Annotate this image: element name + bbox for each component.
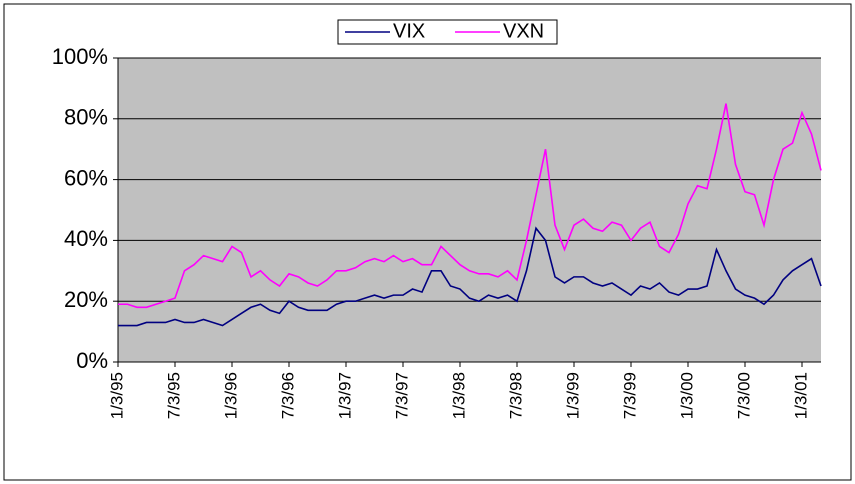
x-tick-label: 1/3/95 xyxy=(107,372,126,419)
y-tick-label: 40% xyxy=(64,226,108,251)
series-line xyxy=(118,103,822,309)
x-tick-label: 7/3/98 xyxy=(506,372,525,419)
y-tick-label: 0% xyxy=(76,348,108,373)
y-tick-label: 80% xyxy=(64,105,108,130)
x-tick-label: 7/3/97 xyxy=(392,372,411,419)
x-tick-label: 7/3/95 xyxy=(164,372,183,419)
x-tick-label: 7/3/99 xyxy=(620,372,639,419)
x-tick-label: 1/3/00 xyxy=(677,372,696,419)
legend: VIX VXN xyxy=(337,19,558,45)
x-tick-label: 1/3/99 xyxy=(563,372,582,419)
plot-area xyxy=(118,58,821,362)
x-tick-label: 7/3/96 xyxy=(278,372,297,419)
x-tick-label: 1/3/01 xyxy=(791,372,810,419)
series-line xyxy=(118,226,822,327)
y-tick-label: 100% xyxy=(52,44,108,69)
x-tick-label: 1/3/96 xyxy=(221,372,240,419)
x-tick-label: 1/3/98 xyxy=(449,372,468,419)
legend-label: VXN xyxy=(503,20,544,42)
x-tick-label: 7/3/00 xyxy=(734,372,753,419)
y-tick-label: 60% xyxy=(64,165,108,190)
legend-label: VIX xyxy=(393,20,425,42)
y-tick-label: 20% xyxy=(64,287,108,312)
x-tick-label: 1/3/97 xyxy=(335,372,354,419)
